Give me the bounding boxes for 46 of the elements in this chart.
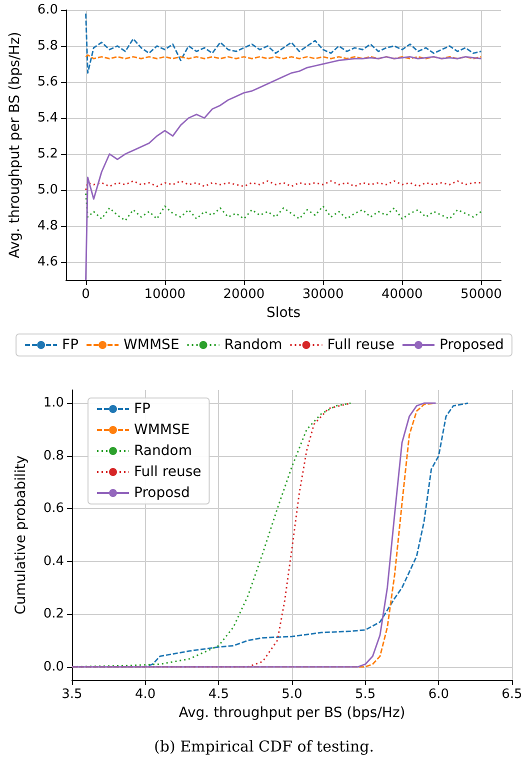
line-series	[85, 180, 482, 191]
x-tick-label: 6.0	[428, 687, 450, 702]
x-tick-label: 40000	[381, 287, 423, 302]
y-tick-label: 0.4	[43, 554, 64, 569]
x-tick-label: 4.0	[134, 687, 156, 702]
y-tick-label: 0.0	[43, 659, 64, 674]
x-tick-label: 20000	[223, 287, 265, 302]
y-axis-title: Avg. throughput per BS (bps/Hz)	[7, 32, 23, 258]
legend-label: WMMSE	[134, 422, 190, 438]
x-tick-label: 5.0	[282, 687, 302, 702]
y-tick-label: 4.8	[37, 218, 58, 234]
y-tick-label: 0.2	[43, 606, 64, 622]
legend-label: WMMSE	[124, 337, 180, 353]
x-axis-title: Slots	[266, 305, 301, 321]
y-tick-label: 0.8	[43, 448, 64, 464]
legend-label: Full reuse	[327, 337, 394, 353]
y-tick-label: 6.0	[37, 2, 58, 18]
legend-label: Proposed	[439, 337, 504, 353]
x-tick-label: 4.5	[208, 687, 230, 702]
y-tick-label: 5.0	[37, 182, 58, 198]
legend-label: FP	[134, 401, 150, 417]
y-tick-label: 5.8	[37, 38, 58, 54]
y-tick-label: 1.0	[43, 396, 64, 411]
x-axis-title: Avg. throughput per BS (bps/Hz)	[178, 705, 406, 721]
line-series	[85, 12, 482, 74]
legend-label: Full reuse	[134, 464, 202, 480]
x-tick-label: 3.5	[62, 687, 82, 702]
x-tick-label: 50000	[460, 287, 502, 302]
y-tick-label: 5.6	[37, 74, 58, 90]
y-tick-label: 0.6	[43, 501, 64, 516]
x-tick-label: 10000	[144, 287, 186, 302]
y-tick-label: 4.6	[37, 254, 58, 270]
legend-label: Random	[224, 337, 282, 353]
y-tick-label: 5.2	[37, 146, 58, 162]
x-tick-label: 0	[82, 287, 90, 302]
legend-label: Random	[134, 443, 192, 459]
x-tick-label: 6.5	[502, 687, 522, 702]
line-series	[85, 192, 482, 222]
y-tick-label: 5.4	[37, 110, 58, 126]
legend-label: FP	[62, 337, 79, 353]
x-tick-label: 30000	[302, 287, 344, 302]
line-series	[85, 56, 482, 281]
x-tick-label: 5.5	[354, 687, 376, 702]
text: (b) Empirical CDF of testing.	[154, 738, 374, 756]
legend-label: Proposd	[134, 485, 190, 501]
y-axis-title: Cumulative probability	[13, 455, 29, 615]
